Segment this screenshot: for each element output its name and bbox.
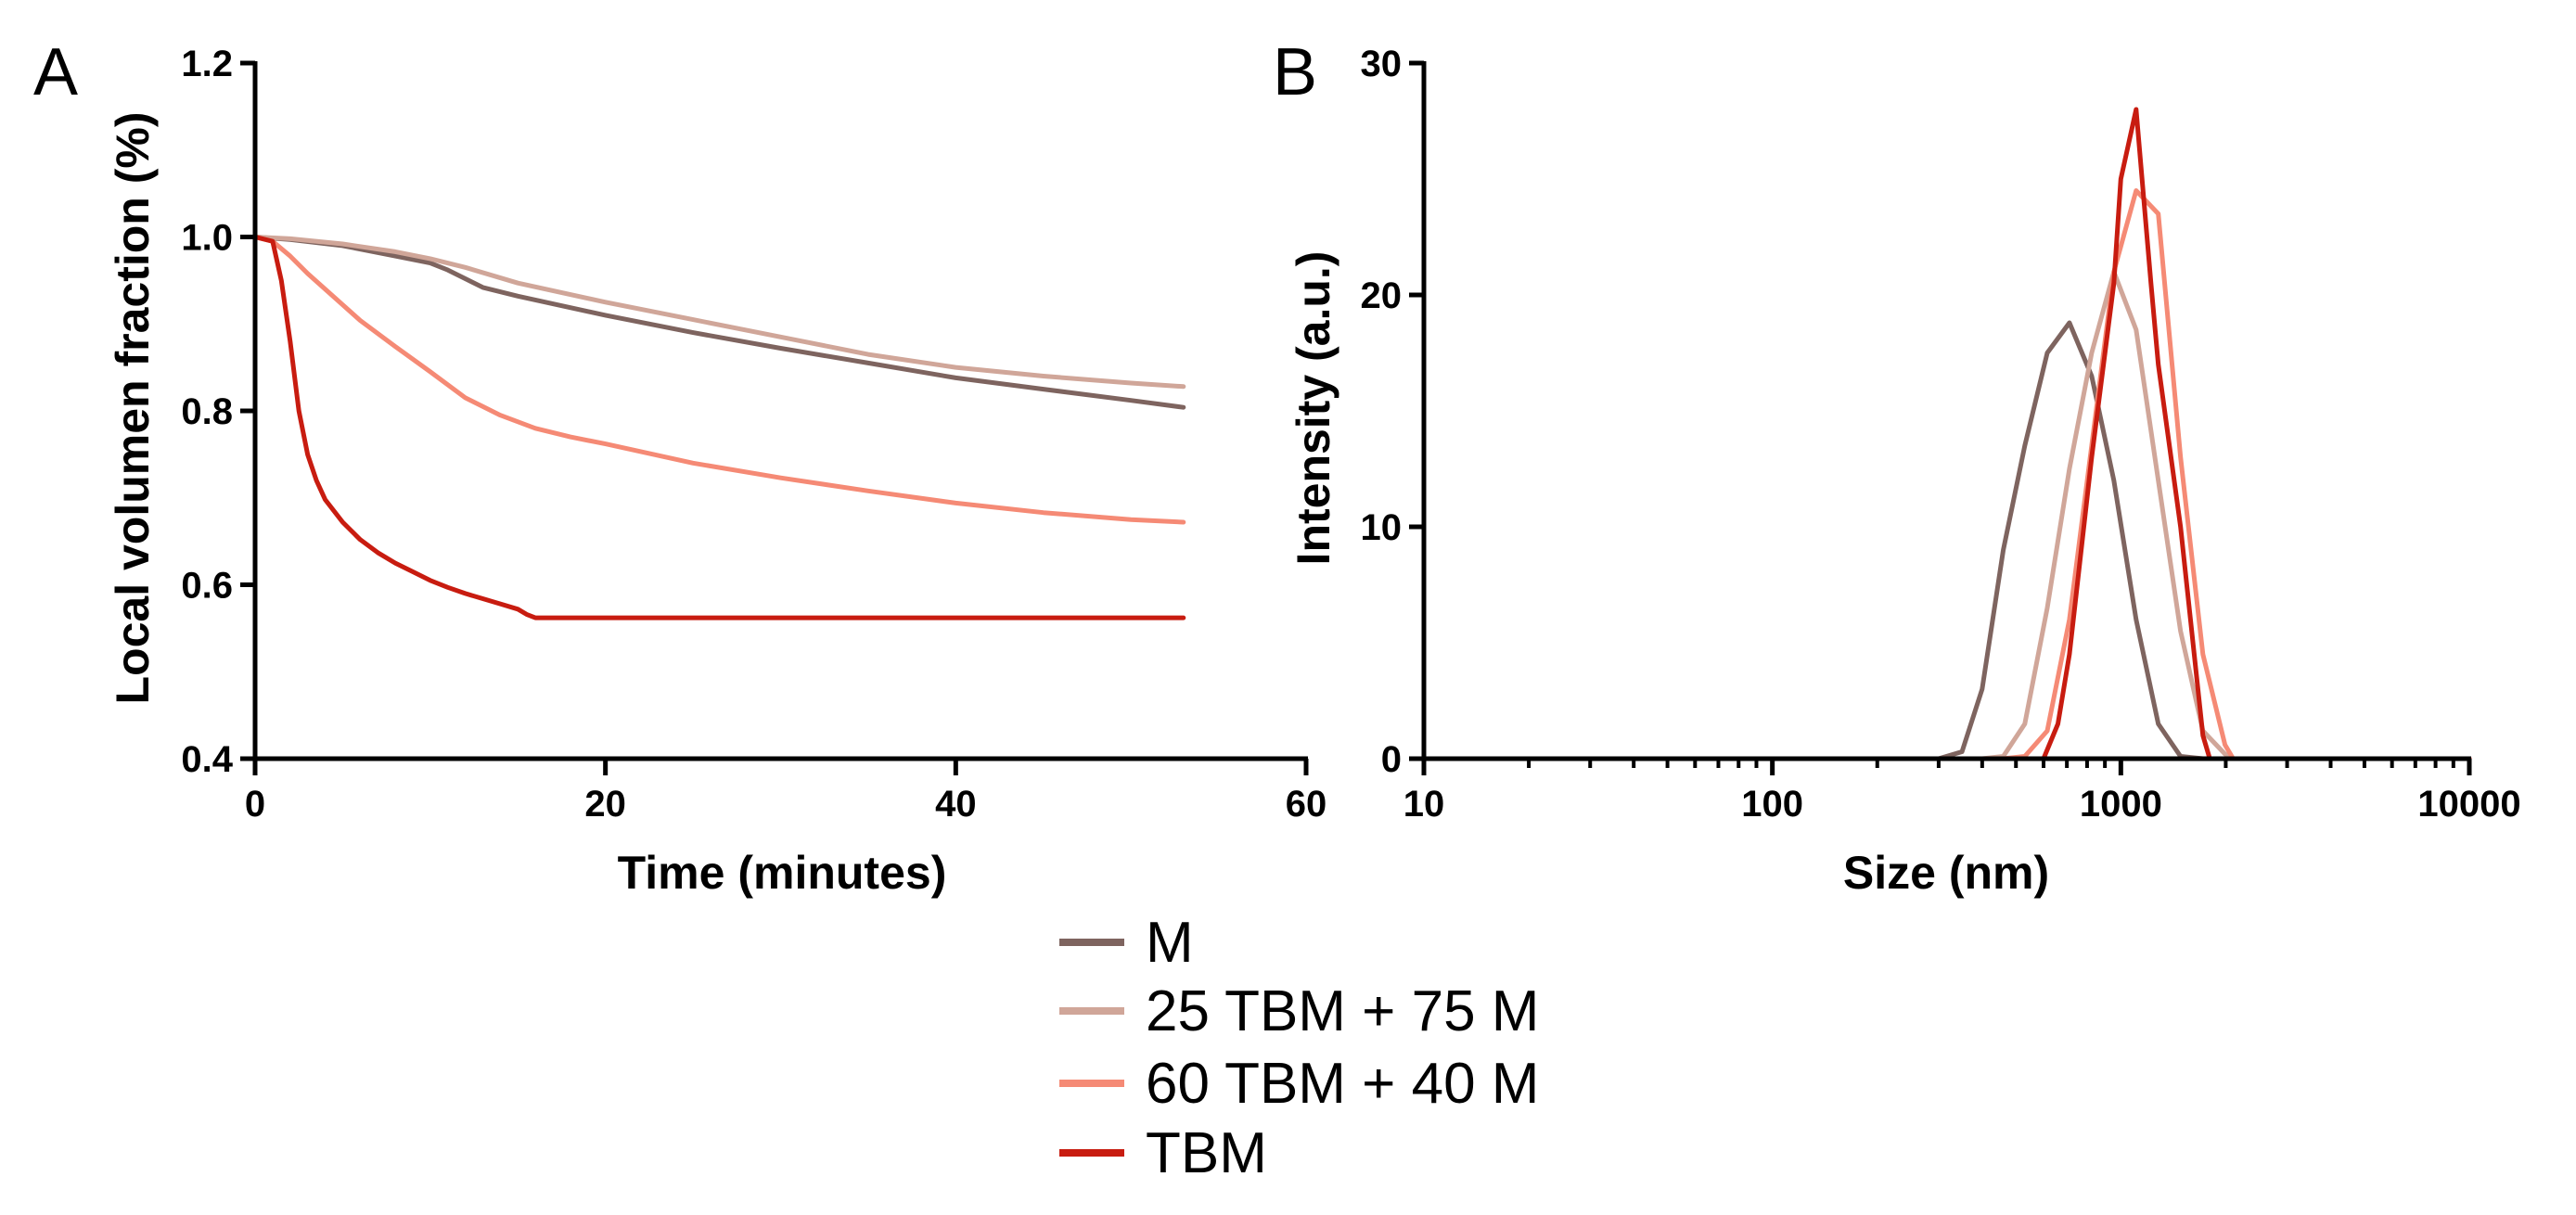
panel-a-y-tick-label: 0.6 [181, 566, 233, 607]
panel-b-series-tbm [1421, 107, 2472, 761]
panel-a-x-tick-label: 0 [245, 784, 265, 825]
panel-a-chart: 0.4 0.6 0.8 1.0 1.2 0 20 40 60 Time (minutes) Lo… [107, 44, 1326, 899]
panel-a-y-axis-title: Local volumen fraction (%) [107, 112, 159, 705]
legend-label-m: M [1146, 911, 1194, 975]
panel-a-series [252, 235, 1186, 620]
panel-a-series-m [252, 235, 1186, 410]
panel-a-x-axis-title: Time (minutes) [618, 847, 947, 899]
panel-a-series-60-tbm-40-m [252, 235, 1186, 525]
panel-b-series-60-tbm-40-m [1421, 188, 2472, 761]
legend-label-tbm: TBM [1146, 1121, 1267, 1185]
panel-b-series [1421, 107, 2472, 761]
panel-b-y-tick-label: 10 [1361, 507, 1403, 548]
panel-b-series-25-tbm-75-m [1421, 269, 2472, 761]
legend-label-60tbm-40m: 60 TBM + 40 M [1146, 1052, 1539, 1116]
panel-a-y-tick-label: 1.2 [181, 44, 233, 84]
panel-a-series-tbm [252, 235, 1186, 620]
panel-b-y-tick-label: 20 [1361, 275, 1403, 316]
panel-a-y-tick-label: 0.8 [181, 391, 233, 432]
panel-label-b: B [1273, 35, 1317, 109]
panel-label-a: A [33, 35, 78, 109]
panel-b-series-m [1421, 320, 2472, 761]
panel-a-x-tick-label: 20 [584, 784, 626, 825]
panel-b-y-tick-label: 0 [1381, 739, 1402, 780]
panel-b-x-tick-label: 100 [1741, 784, 1803, 825]
panel-b-y-tick-label: 30 [1361, 44, 1403, 84]
panel-a-x-tick-label: 40 [935, 784, 977, 825]
panel-b-x-tick-label: 10 [1403, 784, 1445, 825]
legend: M 25 TBM + 75 M 60 TBM + 40 M TBM [1059, 911, 1539, 1185]
legend-label-25tbm-75m: 25 TBM + 75 M [1146, 979, 1539, 1043]
panel-a-series-25-tbm-75-m [252, 235, 1186, 390]
panel-a-y-tick-label: 1.0 [181, 218, 233, 259]
panel-b-x-tick-label: 10000 [2417, 784, 2520, 825]
panel-b-y-axis-title: Intensity (a.u.) [1288, 251, 1339, 566]
panel-a-x-tick-label: 60 [1286, 784, 1327, 825]
panel-a-y-tick-label: 0.4 [181, 739, 233, 780]
panel-b-x-tick-label: 1000 [2080, 784, 2162, 825]
panel-b-x-axis-title: Size (nm) [1843, 847, 2049, 899]
